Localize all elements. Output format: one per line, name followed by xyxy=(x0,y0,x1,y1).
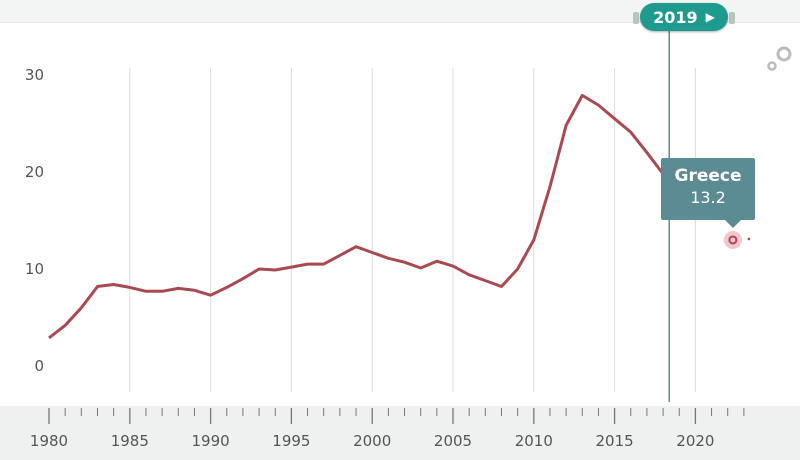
marker-halo xyxy=(723,230,742,249)
x-tick-1980: 1980 xyxy=(30,432,68,450)
x-tick-1990: 1990 xyxy=(192,432,230,450)
x-tick-2000: 2000 xyxy=(353,432,391,450)
pill-left-handle xyxy=(633,12,639,24)
tooltip-value: 13.2 xyxy=(690,188,726,207)
x-tick-2015: 2015 xyxy=(596,432,634,450)
x-tick-2010: 2010 xyxy=(515,432,553,450)
gear-icon[interactable] xyxy=(764,44,794,74)
play-icon: ▶ xyxy=(705,10,715,24)
pill-right-handle xyxy=(729,12,735,24)
highlight-marker[interactable] xyxy=(723,230,751,249)
x-tick-2020: 2020 xyxy=(676,432,714,450)
marker-dot xyxy=(728,235,738,245)
y-tick-30: 30 xyxy=(25,66,44,84)
y-tick-0: 0 xyxy=(34,357,44,375)
year-play-button[interactable]: 2019 ▶ xyxy=(640,3,728,31)
y-tick-20: 20 xyxy=(25,163,44,181)
x-axis-band xyxy=(0,406,800,460)
year-label: 2019 xyxy=(653,7,698,27)
x-axis: 1980 1985 1990 1995 2000 2005 2010 2015 2020 xyxy=(30,408,745,450)
data-tooltip: Greece 13.2 xyxy=(661,158,755,228)
x-tick-1995: 1995 xyxy=(272,432,310,450)
x-tick-1985: 1985 xyxy=(111,432,149,450)
y-tick-labels: 0 10 20 30 xyxy=(25,66,44,375)
series-line-greece xyxy=(48,93,665,340)
top-toolbar-strip xyxy=(0,0,800,23)
tooltip-country: Greece xyxy=(674,166,742,186)
y-tick-10: 10 xyxy=(25,260,44,278)
grid-lines xyxy=(129,68,696,392)
x-tick-2005: 2005 xyxy=(434,432,472,450)
marker-trail-dot xyxy=(747,237,751,241)
